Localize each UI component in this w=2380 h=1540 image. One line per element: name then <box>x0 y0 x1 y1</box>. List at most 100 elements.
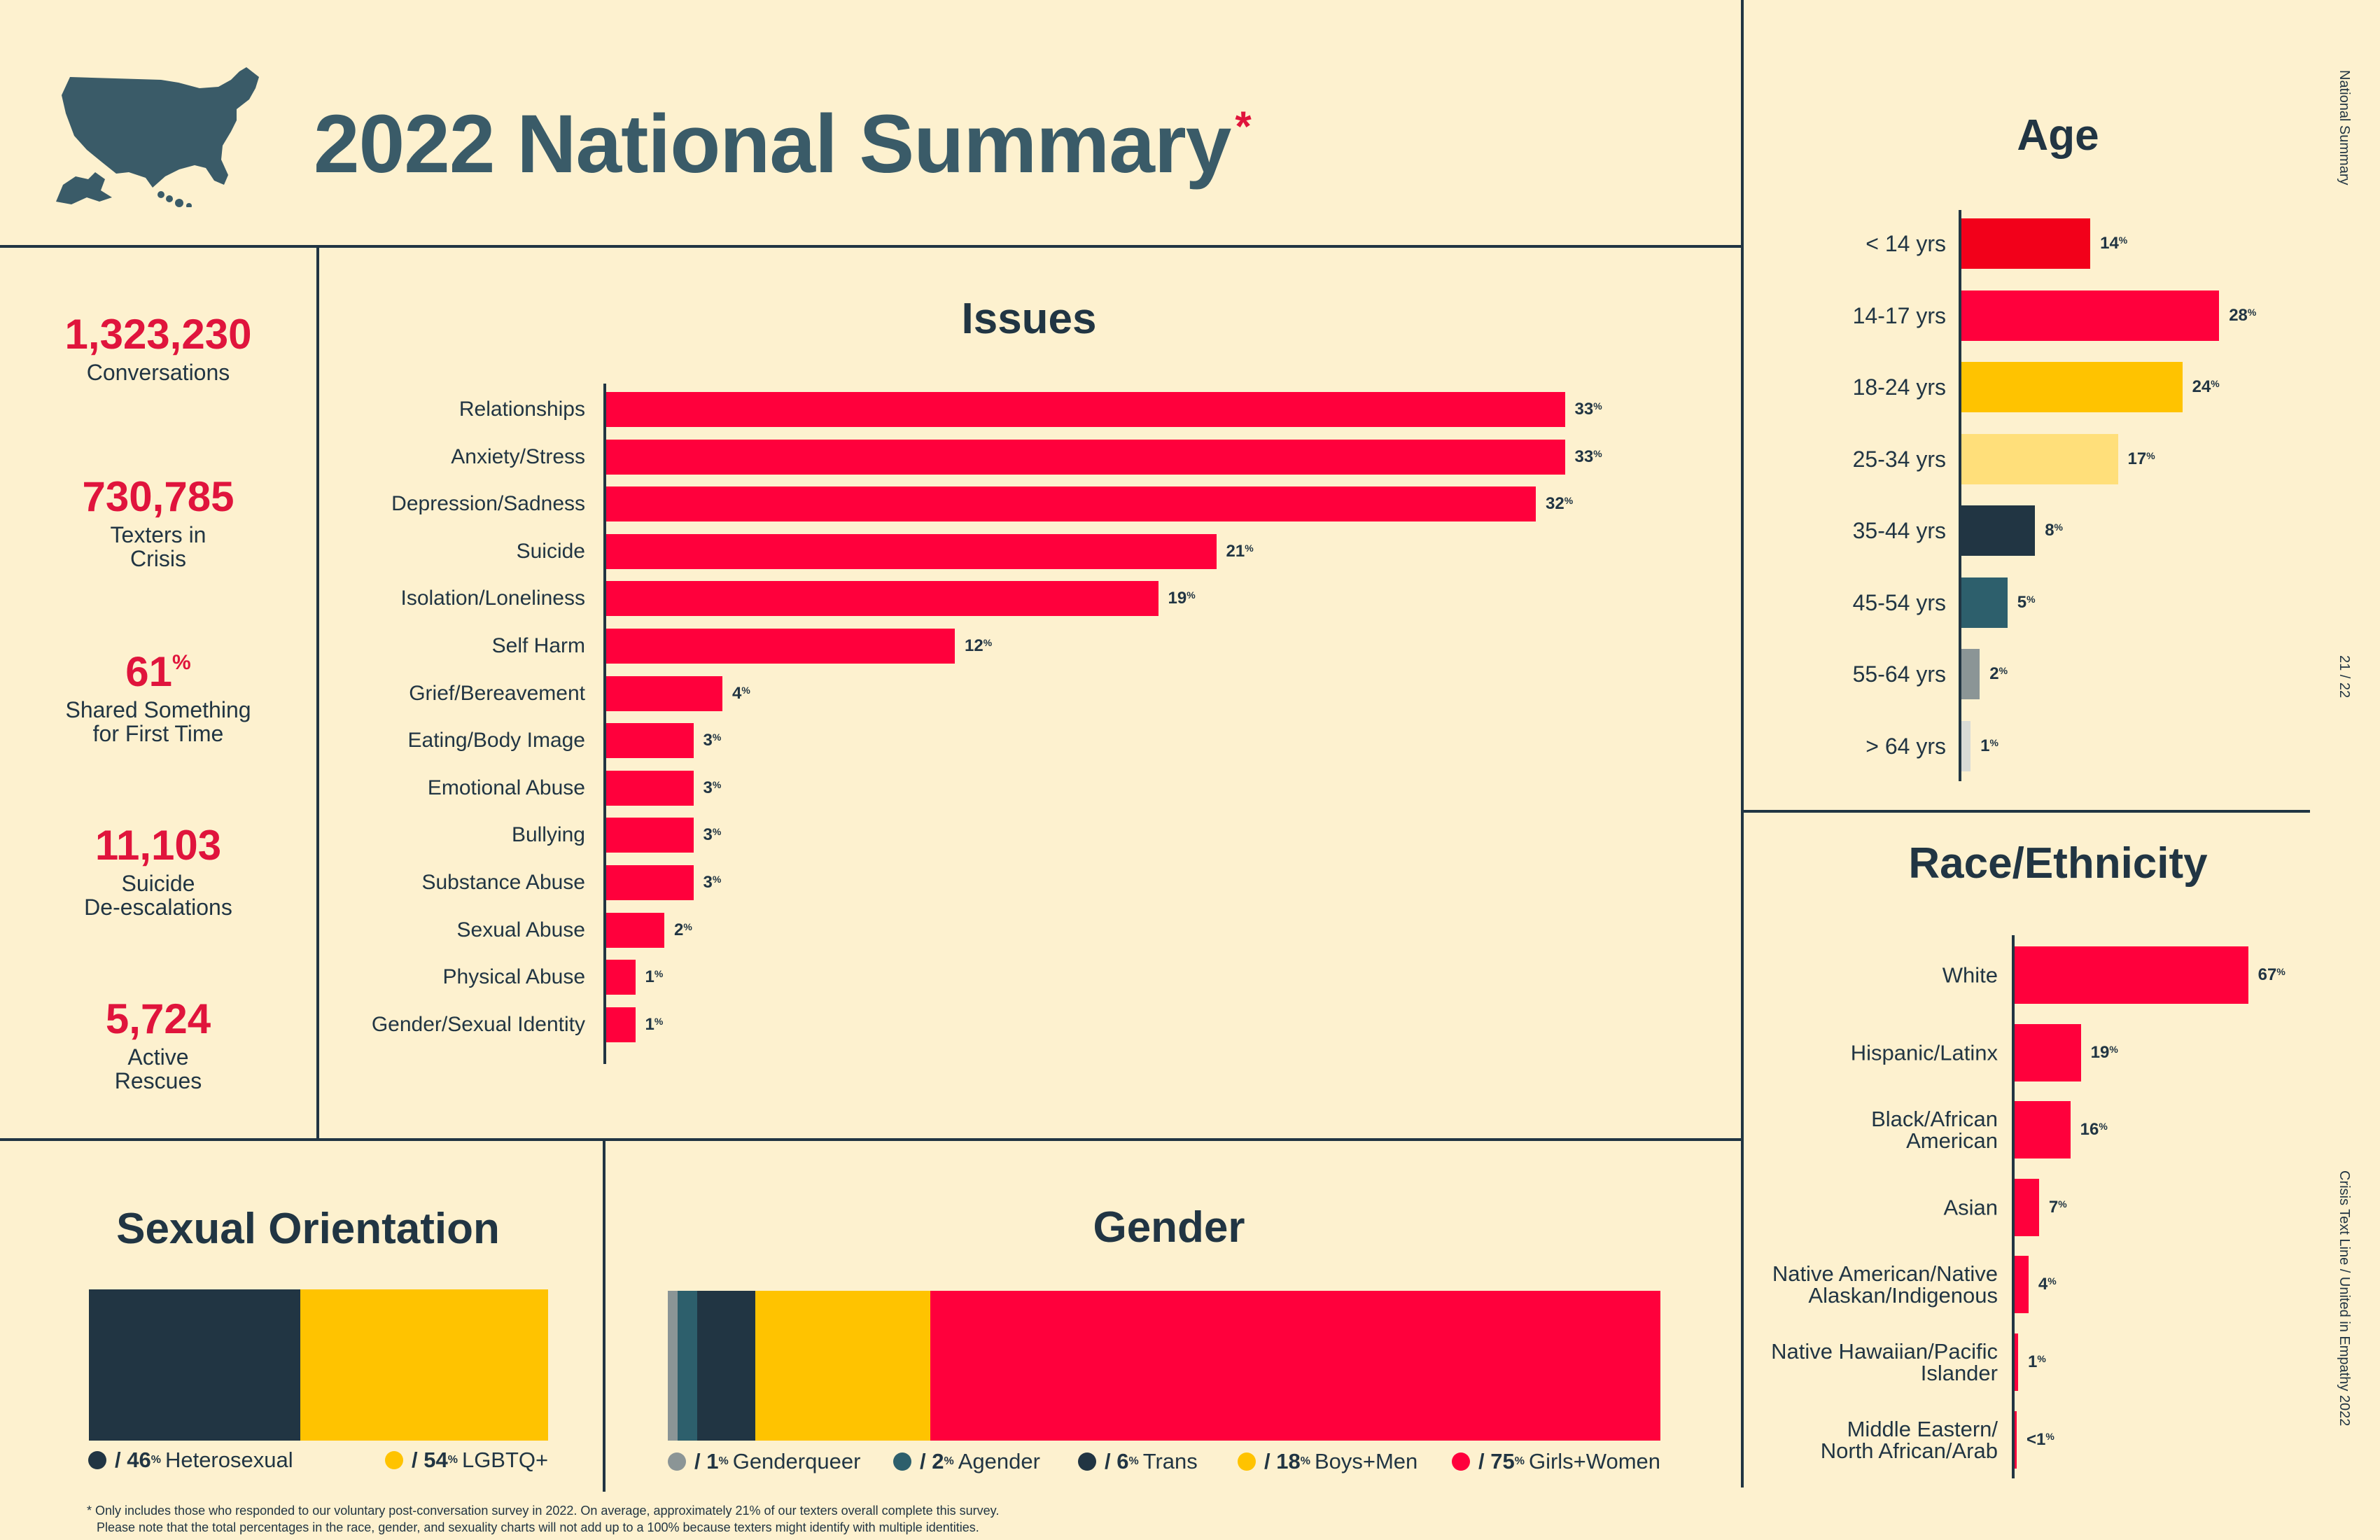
legend-name: LGBTQ+ <box>461 1448 549 1472</box>
legend-swatch <box>893 1452 911 1471</box>
value-label: 33% <box>1574 447 1602 466</box>
legend-name: Genderqueer <box>732 1449 861 1474</box>
legend-item: / 6% Trans <box>1078 1449 1198 1474</box>
chart-bar <box>1961 433 2118 484</box>
category-label: 55-64 yrs <box>1852 662 1946 687</box>
right-column-divider <box>1741 0 1744 1488</box>
value-label: 19% <box>1168 589 1196 608</box>
value-label: 24% <box>2192 377 2220 396</box>
stacked-segment <box>668 1291 678 1441</box>
legend-percent: % <box>150 1454 161 1466</box>
legend-name: Trans <box>1142 1449 1198 1474</box>
value-label: 19% <box>2090 1042 2118 1062</box>
category-label: Anxiety/Stress <box>451 444 585 468</box>
stacked-segment <box>696 1291 756 1441</box>
race-title: Race/Ethnicity <box>1908 839 2208 888</box>
legend-item: / 2% Agender <box>893 1449 1040 1474</box>
stat-label: Shared Something for First Time <box>65 697 251 746</box>
category-label: Physical Abuse <box>442 965 585 989</box>
legend-value: / 46 <box>115 1448 151 1472</box>
chart-bar <box>1961 649 1980 699</box>
chart-bar <box>2015 1334 2018 1391</box>
value-label: 3% <box>703 778 722 797</box>
category-label: Suicide <box>516 539 585 563</box>
legend-percent: % <box>1514 1455 1525 1467</box>
stat-item: 730,785 Texters in Crisis <box>0 476 316 570</box>
stacked-segment <box>755 1291 931 1441</box>
value-label: 1% <box>2027 1352 2046 1371</box>
category-label: 18-24 yrs <box>1852 374 1946 400</box>
legend-item: / 46% Heterosexual <box>88 1448 293 1473</box>
category-label: Isolation/Loneliness <box>400 587 585 610</box>
category-label: Black/African American <box>1871 1107 1998 1154</box>
stat-item: 1,323,230 Conversations <box>0 314 316 385</box>
legend-item: / 54% LGBTQ+ <box>385 1448 548 1473</box>
chart-bar <box>2015 946 2248 1004</box>
value-label: 67% <box>2258 965 2286 984</box>
side-report-label: Crisis Text Line / United in Empathy 202… <box>2337 1170 2352 1427</box>
chart-bar <box>606 865 694 900</box>
stat-label: Suicide De-escalations <box>84 871 232 920</box>
legend-name: Agender <box>958 1449 1040 1474</box>
usa-map-icon <box>56 67 287 211</box>
chart-bar <box>606 533 1217 569</box>
orientation-title: Sexual Orientation <box>116 1205 500 1253</box>
chart-bar <box>1961 505 2036 556</box>
issues-title: Issues <box>961 295 1097 343</box>
footnote-line-1: * Only includes those who responded to o… <box>87 1504 1000 1518</box>
chart-bar <box>606 960 636 995</box>
legend-percent: % <box>1128 1455 1139 1467</box>
value-label: 3% <box>703 825 722 845</box>
stacked-segment <box>930 1291 1660 1441</box>
age-race-divider <box>1743 810 2310 813</box>
category-label: 25-34 yrs <box>1852 446 1946 472</box>
category-label: Bullying <box>511 823 585 847</box>
chart-bar <box>1961 290 2220 341</box>
category-label: Grief/Bereavement <box>409 681 585 705</box>
legend-percent: % <box>944 1455 954 1467</box>
category-label: Middle Eastern/North African/Arab <box>1820 1416 1998 1463</box>
stat-label: Conversations <box>86 360 230 385</box>
value-label: 1% <box>645 967 664 987</box>
category-label: Native Hawaiian/Pacific Islander <box>1771 1339 1998 1385</box>
value-label: 1% <box>645 1014 664 1034</box>
page-title: 2022 National Summary * <box>314 98 1252 190</box>
chart-bar <box>606 392 1565 427</box>
legend-percent: % <box>718 1455 729 1467</box>
value-label: 16% <box>2080 1120 2108 1140</box>
chart-bar <box>2015 1101 2071 1159</box>
legend-percent: % <box>1300 1455 1310 1467</box>
value-label: 7% <box>2048 1197 2067 1217</box>
legend-name: Boys+Men <box>1314 1449 1418 1474</box>
category-label: < 14 yrs <box>1865 231 1946 256</box>
legend-name: Girls+Women <box>1528 1449 1661 1474</box>
legend-value: / 75 <box>1478 1449 1515 1474</box>
category-label: 14-17 yrs <box>1852 302 1946 328</box>
orientation-gender-divider <box>603 1138 606 1492</box>
value-label: 32% <box>1546 494 1574 514</box>
value-label: 8% <box>2045 521 2063 540</box>
legend-swatch <box>1078 1452 1096 1471</box>
category-label: 35-44 yrs <box>1852 518 1946 543</box>
value-label: 4% <box>2038 1275 2057 1294</box>
category-label: Native American/Native Alaskan/Indigenous <box>1772 1261 1998 1308</box>
legend-percent: % <box>447 1454 458 1466</box>
chart-bar <box>606 439 1565 475</box>
stacked-segment <box>677 1291 697 1441</box>
chart-axis <box>603 384 606 1064</box>
value-label: 2% <box>1989 664 2008 683</box>
chart-axis <box>1959 210 1961 781</box>
value-label: 3% <box>703 873 722 892</box>
header-divider <box>0 245 1743 248</box>
legend-swatch <box>1238 1452 1256 1471</box>
legend-value: / 6 <box>1105 1449 1129 1474</box>
stat-value: 730,785 <box>82 473 234 520</box>
stats-divider <box>316 245 319 1141</box>
value-label: 1% <box>1980 736 1998 755</box>
stat-value: 5,724 <box>105 995 211 1042</box>
chart-bar <box>2015 1256 2029 1314</box>
legend-swatch <box>668 1452 686 1471</box>
chart-axis <box>2012 935 2015 1478</box>
legend-item: / 1% Genderqueer <box>668 1449 860 1474</box>
chart-bar <box>1961 720 1971 771</box>
